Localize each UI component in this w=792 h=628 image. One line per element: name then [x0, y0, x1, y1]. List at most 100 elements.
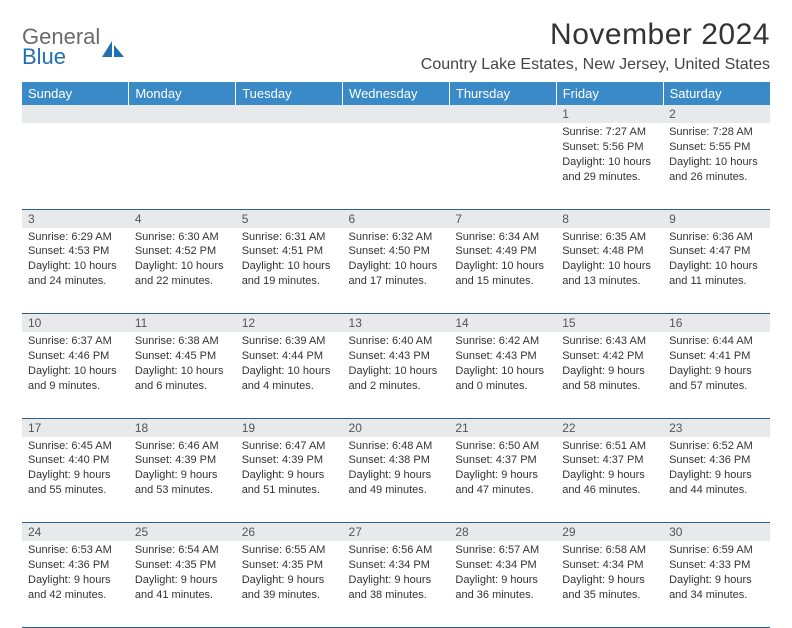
sunrise-text: Sunrise: 6:36 AM [669, 230, 764, 245]
weekday-header: Monday [129, 82, 236, 105]
weekday-header: Thursday [449, 82, 556, 105]
day-cell [343, 123, 450, 209]
day-cell-body: Sunrise: 6:51 AMSunset: 4:37 PMDaylight:… [556, 437, 663, 502]
daylight-text: Daylight: 10 hours and 19 minutes. [242, 259, 337, 289]
daylight-text: Daylight: 9 hours and 46 minutes. [562, 468, 657, 498]
sunset-text: Sunset: 4:34 PM [562, 558, 657, 573]
daylight-text: Daylight: 10 hours and 22 minutes. [135, 259, 230, 289]
day-cell-header: 21 [449, 418, 556, 437]
day-cell: Sunrise: 6:54 AMSunset: 4:35 PMDaylight:… [129, 541, 236, 627]
day-cell: Sunrise: 6:58 AMSunset: 4:34 PMDaylight:… [556, 541, 663, 627]
day-cell: Sunrise: 6:32 AMSunset: 4:50 PMDaylight:… [343, 228, 450, 314]
day-cell-header: 19 [236, 418, 343, 437]
day-number: 16 [663, 314, 770, 332]
day-number: 19 [236, 419, 343, 437]
daylight-text: Daylight: 9 hours and 51 minutes. [242, 468, 337, 498]
sunrise-text: Sunrise: 6:55 AM [242, 543, 337, 558]
day-cell-body: Sunrise: 6:58 AMSunset: 4:34 PMDaylight:… [556, 541, 663, 606]
daylight-text: Daylight: 9 hours and 35 minutes. [562, 573, 657, 603]
daylight-text: Daylight: 9 hours and 57 minutes. [669, 364, 764, 394]
day-cell-header: 16 [663, 314, 770, 333]
sunrise-text: Sunrise: 6:29 AM [28, 230, 123, 245]
sunrise-text: Sunrise: 7:27 AM [562, 125, 657, 140]
sunset-text: Sunset: 4:40 PM [28, 453, 123, 468]
day-body-row: Sunrise: 6:37 AMSunset: 4:46 PMDaylight:… [22, 332, 770, 418]
day-body-row: Sunrise: 7:27 AMSunset: 5:56 PMDaylight:… [22, 123, 770, 209]
sunset-text: Sunset: 4:37 PM [562, 453, 657, 468]
day-cell-header: 7 [449, 209, 556, 228]
day-number: 24 [22, 523, 129, 541]
day-cell-header: 22 [556, 418, 663, 437]
day-cell: Sunrise: 6:50 AMSunset: 4:37 PMDaylight:… [449, 437, 556, 523]
daylight-text: Daylight: 10 hours and 2 minutes. [349, 364, 444, 394]
day-number [129, 105, 236, 123]
day-cell-body [22, 123, 129, 129]
day-cell-header [22, 105, 129, 123]
day-cell-body: Sunrise: 6:39 AMSunset: 4:44 PMDaylight:… [236, 332, 343, 397]
day-cell-body: Sunrise: 6:59 AMSunset: 4:33 PMDaylight:… [663, 541, 770, 606]
day-cell-body: Sunrise: 6:55 AMSunset: 4:35 PMDaylight:… [236, 541, 343, 606]
daylight-text: Daylight: 9 hours and 44 minutes. [669, 468, 764, 498]
day-cell-body: Sunrise: 6:36 AMSunset: 4:47 PMDaylight:… [663, 228, 770, 293]
daylight-text: Daylight: 9 hours and 41 minutes. [135, 573, 230, 603]
day-number: 27 [343, 523, 450, 541]
day-cell [22, 123, 129, 209]
day-number: 30 [663, 523, 770, 541]
day-cell: Sunrise: 6:46 AMSunset: 4:39 PMDaylight:… [129, 437, 236, 523]
sunrise-text: Sunrise: 6:40 AM [349, 334, 444, 349]
sunset-text: Sunset: 4:35 PM [135, 558, 230, 573]
sunset-text: Sunset: 4:51 PM [242, 244, 337, 259]
day-cell: Sunrise: 7:28 AMSunset: 5:55 PMDaylight:… [663, 123, 770, 209]
day-number: 26 [236, 523, 343, 541]
day-cell-body: Sunrise: 6:32 AMSunset: 4:50 PMDaylight:… [343, 228, 450, 293]
sunset-text: Sunset: 4:39 PM [242, 453, 337, 468]
day-cell-body: Sunrise: 6:54 AMSunset: 4:35 PMDaylight:… [129, 541, 236, 606]
day-number: 12 [236, 314, 343, 332]
sunset-text: Sunset: 4:34 PM [455, 558, 550, 573]
day-number: 25 [129, 523, 236, 541]
day-number: 13 [343, 314, 450, 332]
sunrise-text: Sunrise: 6:42 AM [455, 334, 550, 349]
sunset-text: Sunset: 4:39 PM [135, 453, 230, 468]
daynum-row: 12 [22, 105, 770, 123]
day-cell-body: Sunrise: 6:48 AMSunset: 4:38 PMDaylight:… [343, 437, 450, 502]
daylight-text: Daylight: 10 hours and 29 minutes. [562, 155, 657, 185]
calendar-table: Sunday Monday Tuesday Wednesday Thursday… [22, 82, 770, 628]
day-cell-body: Sunrise: 6:46 AMSunset: 4:39 PMDaylight:… [129, 437, 236, 502]
day-cell-body: Sunrise: 6:37 AMSunset: 4:46 PMDaylight:… [22, 332, 129, 397]
day-cell: Sunrise: 6:35 AMSunset: 4:48 PMDaylight:… [556, 228, 663, 314]
location: Country Lake Estates, New Jersey, United… [421, 56, 770, 74]
day-number: 2 [663, 105, 770, 123]
day-cell: Sunrise: 6:45 AMSunset: 4:40 PMDaylight:… [22, 437, 129, 523]
daylight-text: Daylight: 9 hours and 34 minutes. [669, 573, 764, 603]
day-cell-body: Sunrise: 6:29 AMSunset: 4:53 PMDaylight:… [22, 228, 129, 293]
day-number: 14 [449, 314, 556, 332]
sunrise-text: Sunrise: 6:44 AM [669, 334, 764, 349]
daylight-text: Daylight: 9 hours and 39 minutes. [242, 573, 337, 603]
sunrise-text: Sunrise: 6:57 AM [455, 543, 550, 558]
sunset-text: Sunset: 4:43 PM [349, 349, 444, 364]
daylight-text: Daylight: 9 hours and 42 minutes. [28, 573, 123, 603]
day-cell: Sunrise: 6:36 AMSunset: 4:47 PMDaylight:… [663, 228, 770, 314]
day-cell-header: 15 [556, 314, 663, 333]
day-cell-body [129, 123, 236, 129]
day-number: 15 [556, 314, 663, 332]
day-cell-header: 2 [663, 105, 770, 123]
daynum-row: 10111213141516 [22, 314, 770, 333]
daylight-text: Daylight: 10 hours and 0 minutes. [455, 364, 550, 394]
day-number [343, 105, 450, 123]
day-cell-body [236, 123, 343, 129]
day-cell-header: 12 [236, 314, 343, 333]
sunset-text: Sunset: 4:41 PM [669, 349, 764, 364]
weekday-header-row: Sunday Monday Tuesday Wednesday Thursday… [22, 82, 770, 105]
day-number [449, 105, 556, 123]
daynum-row: 3456789 [22, 209, 770, 228]
sunrise-text: Sunrise: 6:39 AM [242, 334, 337, 349]
sunrise-text: Sunrise: 6:50 AM [455, 439, 550, 454]
sunset-text: Sunset: 4:50 PM [349, 244, 444, 259]
day-cell-header: 6 [343, 209, 450, 228]
day-cell-body: Sunrise: 7:27 AMSunset: 5:56 PMDaylight:… [556, 123, 663, 188]
day-cell-header: 4 [129, 209, 236, 228]
sunrise-text: Sunrise: 6:56 AM [349, 543, 444, 558]
day-body-row: Sunrise: 6:29 AMSunset: 4:53 PMDaylight:… [22, 228, 770, 314]
